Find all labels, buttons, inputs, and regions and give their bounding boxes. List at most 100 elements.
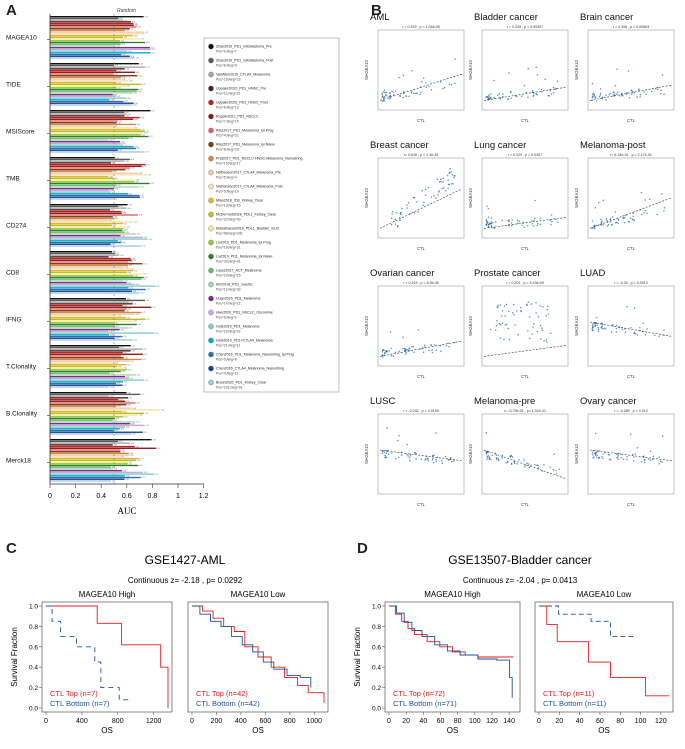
scatter-point	[644, 199, 646, 201]
scatter-point	[494, 220, 497, 223]
scatter-point	[422, 204, 424, 207]
scatter-point	[425, 86, 428, 88]
scatter-point	[420, 91, 422, 94]
legend-swatch	[208, 197, 214, 204]
scatter-point	[427, 186, 430, 189]
scatter-frame	[587, 157, 675, 239]
auc-bar-value: 0.79	[152, 49, 155, 51]
scatter-ylabel: MAGEA10	[468, 59, 473, 79]
legend-swatch	[208, 253, 214, 260]
scatter-point	[601, 96, 604, 98]
auc-bar-value: 0.60	[128, 98, 131, 100]
auc-bar	[50, 325, 116, 327]
auc-bar	[50, 147, 136, 150]
legend-dataset: Liu2019_PD1_Melanoma_Ipi.Naive	[216, 255, 273, 259]
auc-bar-value: 0.61	[130, 288, 133, 290]
auc-bar-value: 0.57	[125, 281, 128, 283]
scatter-point	[544, 78, 546, 81]
scatter-point	[531, 223, 534, 225]
auc-bar-value: 0.66	[136, 446, 139, 448]
scatter-point	[527, 329, 529, 332]
auc-bar	[50, 360, 130, 362]
scatter-ylabel: MAGEA10	[364, 315, 369, 335]
scatter-point	[609, 221, 612, 223]
auc-bar	[50, 392, 127, 394]
auc-bar-value: 0.69	[139, 415, 142, 417]
auc-bar	[50, 41, 145, 44]
auc-bar	[50, 31, 144, 33]
legend-swatch	[208, 267, 214, 274]
scatter-point	[505, 462, 507, 464]
scatter-point	[384, 94, 387, 96]
auc-bar	[50, 198, 114, 200]
scatter-point	[527, 96, 529, 98]
auc-bar	[50, 144, 124, 146]
auc-bar-value: 0.50	[115, 188, 118, 190]
scatter-title: Ovary cancer	[580, 396, 637, 407]
scatter-point	[510, 222, 513, 224]
auc-bar-value: 0.73	[145, 413, 148, 415]
scatter-point	[490, 221, 492, 223]
scatter-xlabel: CTL	[521, 502, 530, 507]
auc-bar	[50, 421, 136, 423]
scatter-point	[525, 464, 527, 467]
scatter-point	[487, 207, 490, 210]
legend-swatch	[208, 43, 214, 50]
scatter-point	[381, 350, 384, 353]
auc-bar-value: 0.60	[128, 272, 131, 274]
scatter-point	[646, 328, 648, 330]
scatter-point	[596, 324, 598, 326]
scatter-point	[532, 323, 535, 325]
scatter-point	[513, 462, 516, 465]
auc-bar-value: 0.73	[145, 32, 148, 34]
scatter-point	[534, 199, 536, 202]
auc-bar	[50, 95, 117, 98]
scatter-point	[428, 349, 430, 352]
biomarker-label: IFNG	[6, 317, 22, 324]
auc-bar-value: 0.58	[126, 161, 129, 163]
scatter-point	[619, 453, 622, 455]
auc-bar	[50, 177, 114, 180]
auc-bar-value: 0.67	[137, 234, 140, 236]
scatter-point	[532, 326, 534, 328]
scatter-point	[499, 323, 502, 326]
km-xlabel: OS	[101, 726, 113, 735]
scatter-point	[535, 301, 537, 304]
scatter-point	[441, 462, 444, 464]
scatter-point	[622, 458, 625, 461]
auc-bar-value: 0.73	[144, 354, 147, 356]
scatter-point	[549, 466, 551, 468]
scatter-point	[535, 93, 537, 95]
scatter-point	[596, 454, 598, 456]
scatter-point	[659, 460, 662, 463]
auc-bar-value: 0.46	[110, 387, 113, 389]
scatter-point	[447, 183, 450, 186]
scatter-point	[552, 91, 555, 94]
auc-bar-value: 0.51	[116, 418, 119, 420]
scatter-title: AML	[370, 12, 390, 23]
legend-swatch	[208, 309, 214, 316]
scatter-point	[599, 94, 601, 96]
scatter-point	[424, 188, 427, 191]
scatter-point	[626, 305, 628, 308]
scatter-point	[421, 190, 423, 192]
auc-bar	[50, 118, 134, 120]
scatter-xlabel: CTL	[627, 374, 636, 379]
scatter-point	[381, 354, 384, 357]
auc-bar	[50, 475, 125, 477]
scatter-point	[615, 324, 618, 327]
scatter-point	[508, 310, 510, 313]
auc-bar	[50, 407, 132, 409]
scatter-point	[444, 455, 447, 458]
scatter-point	[442, 177, 444, 180]
km-curve-ctl-bottom	[46, 605, 132, 701]
scatter-point	[447, 342, 449, 345]
scatter-point	[651, 90, 653, 93]
scatter-point	[406, 207, 408, 209]
scatter-point	[595, 316, 598, 319]
auc-bar-value: 0.55	[121, 457, 124, 459]
auc-bar	[50, 21, 131, 23]
scatter-point	[420, 458, 423, 461]
km-title: GSE13507-Bladder cancer	[448, 553, 591, 567]
biomarker-label: MSIScore	[6, 129, 35, 136]
